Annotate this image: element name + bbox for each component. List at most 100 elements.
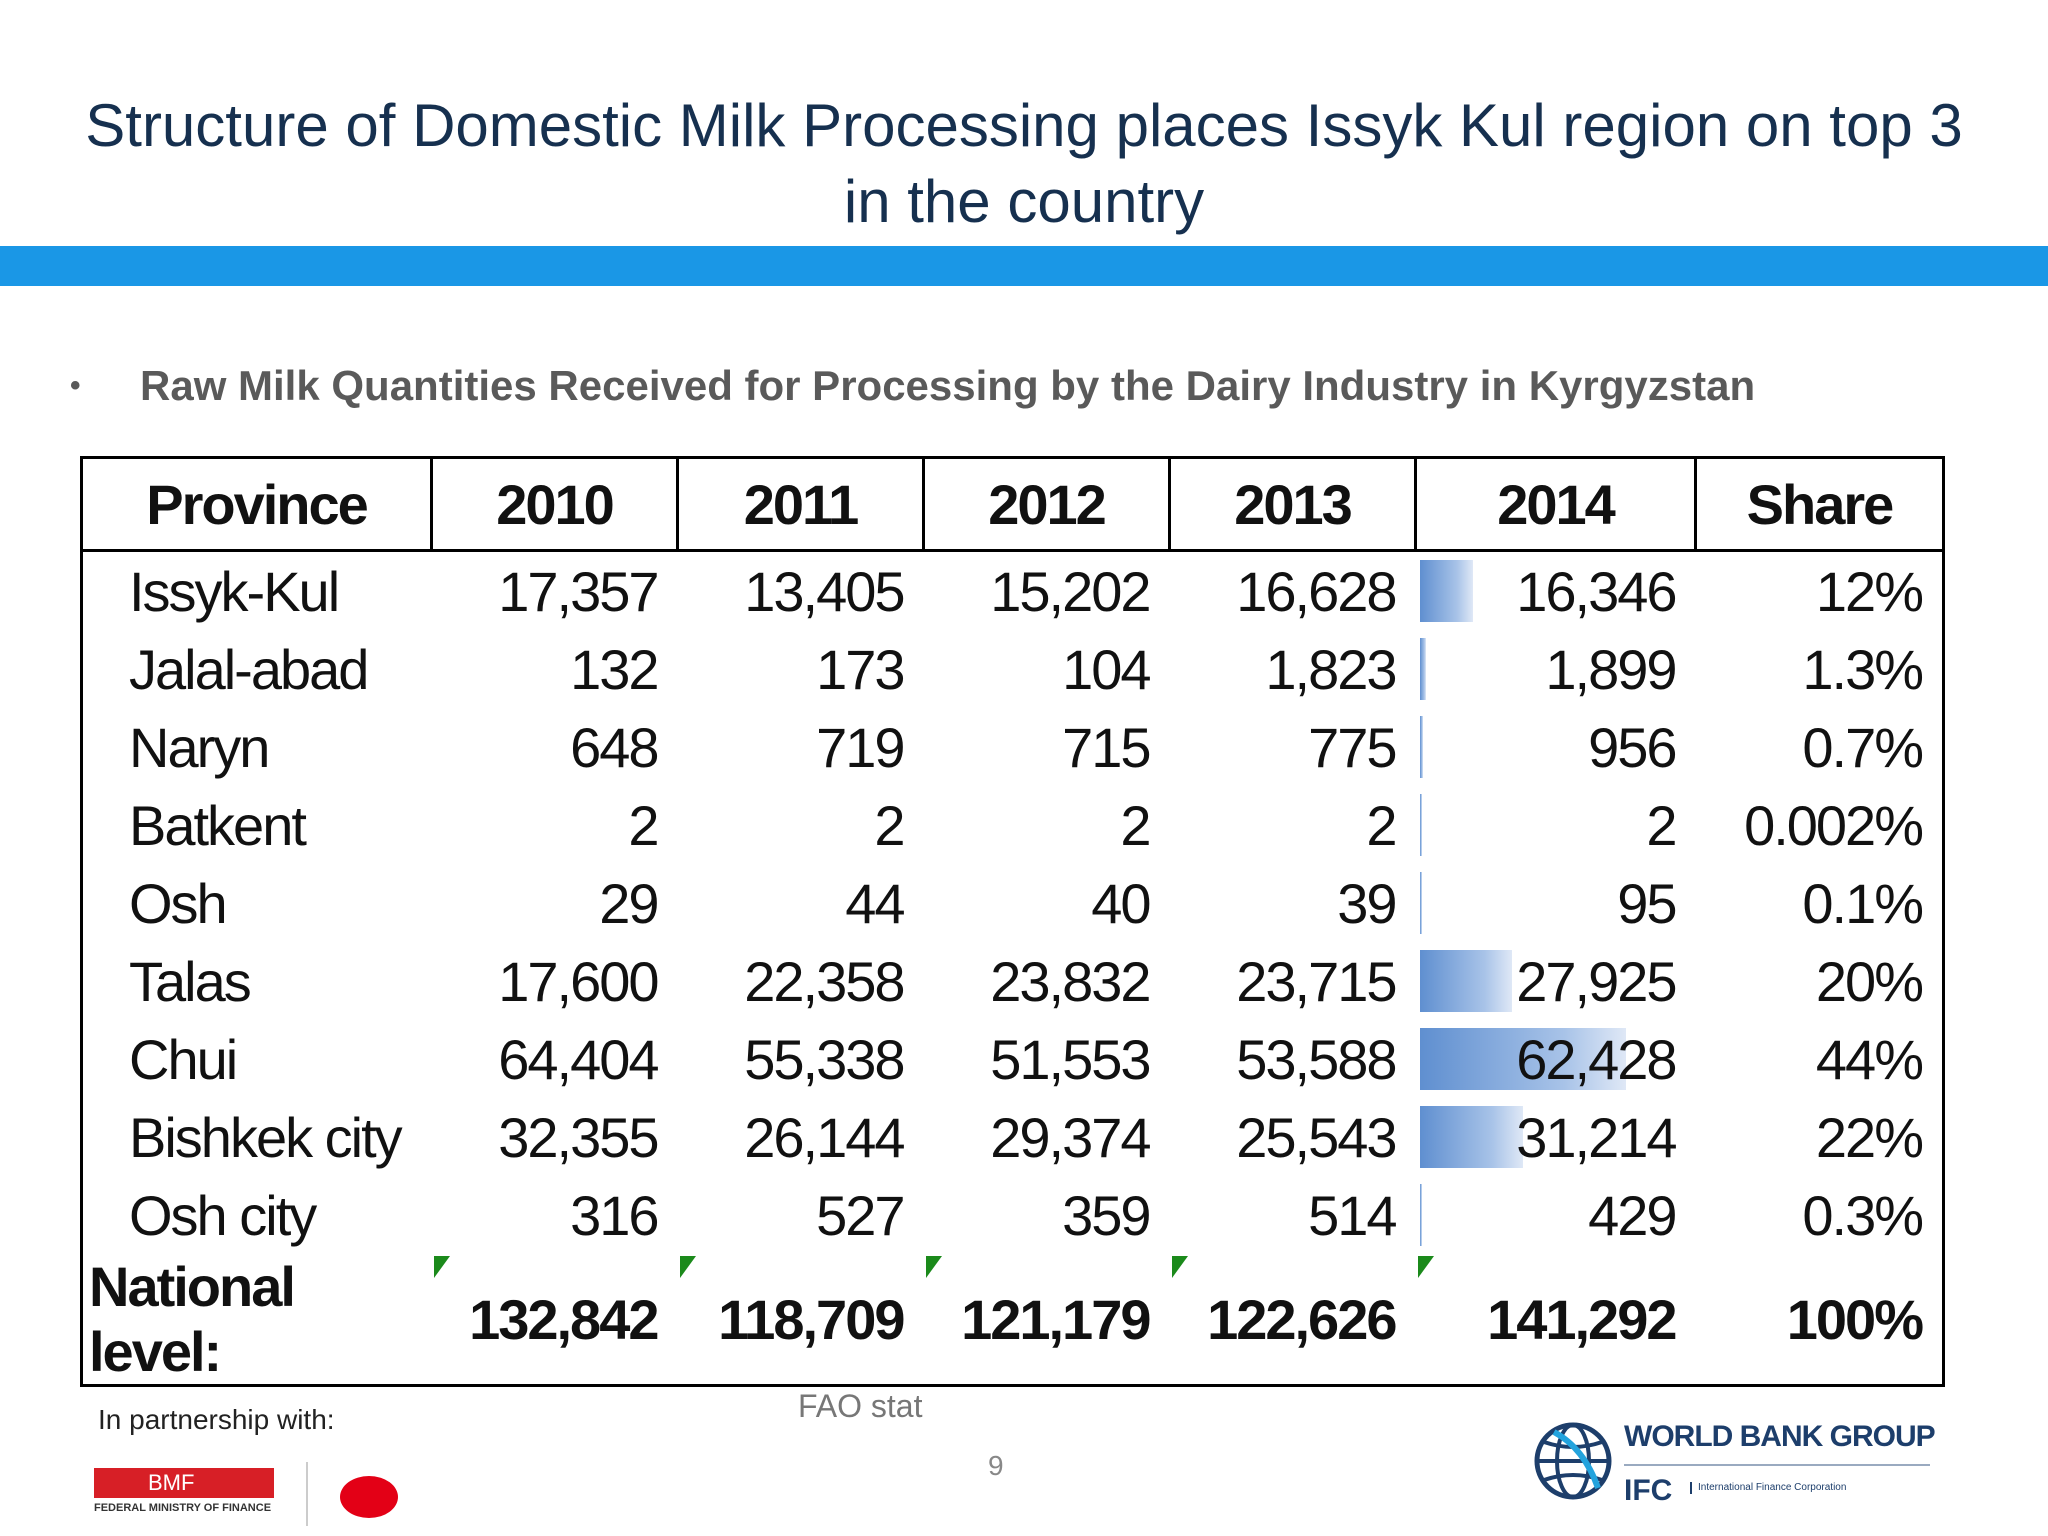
province-cell: Issyk-Kul (129, 559, 340, 623)
value-cell: 316 (570, 1183, 659, 1247)
header-2011: 2011 (676, 456, 925, 552)
total-value-cell: 121,179 (924, 1254, 1170, 1386)
value-cell: 514 (1308, 1183, 1397, 1247)
data-bar (1419, 872, 1422, 934)
total-value-text: 121,179 (961, 1287, 1151, 1351)
header-share: Share (1694, 456, 1945, 552)
total-row: National level: 132,842 118,709 121,179 122,… (82, 1254, 1944, 1386)
value-cell: 40 (1091, 871, 1151, 935)
table-header-row: Province 2010 2011 2012 2013 2014 Share (80, 456, 1945, 552)
value-cell: 2 (1120, 793, 1151, 857)
data-bar (1419, 950, 1512, 1012)
bmf-logo-text: BMF (94, 1468, 274, 1498)
share-cell: 22% (1815, 1105, 1924, 1169)
bullet-icon: • (70, 369, 81, 402)
header-2014: 2014 (1414, 456, 1697, 552)
japan-flag-icon (340, 1476, 398, 1518)
error-flag-icon (925, 1256, 942, 1278)
share-cell: 20% (1815, 949, 1924, 1013)
value-cell: 2 (874, 793, 905, 857)
province-cell: Jalal-abad (129, 637, 369, 701)
total-value-text: 141,292 (1487, 1287, 1677, 1351)
table-row: Jalal-abad 132 173 104 1,823 1,899 1.3% (82, 630, 1944, 708)
total-value-cell: 122,626 (1170, 1254, 1416, 1386)
value-cell: 64,404 (498, 1027, 659, 1091)
table-row: Batkent 2 2 2 2 2 0.002% (82, 786, 1944, 864)
data-bar (1419, 560, 1474, 622)
province-cell: Bishkek city (129, 1105, 403, 1169)
value-cell: 104 (1062, 637, 1151, 701)
error-flag-icon (1417, 1256, 1434, 1278)
error-flag-icon (679, 1256, 696, 1278)
wbg-rule (1624, 1464, 1930, 1466)
header-province: Province (80, 456, 433, 552)
province-cell: Osh (129, 871, 228, 935)
value-cell: 53,588 (1236, 1027, 1397, 1091)
total-value-cell: 118,709 (678, 1254, 924, 1386)
share-cell: 12% (1815, 559, 1924, 623)
subtitle: • Raw Milk Quantities Received for Proce… (70, 362, 1755, 410)
share-cell: 0.002% (1744, 793, 1924, 857)
value-text: 95 (1617, 871, 1677, 935)
table-row: Naryn 648 719 715 775 956 0.7% (82, 708, 1944, 786)
value-cell-2014: 1,899 (1416, 630, 1696, 708)
value-cell: 39 (1337, 871, 1397, 935)
value-text: 429 (1588, 1183, 1677, 1247)
value-cell: 22,358 (744, 949, 905, 1013)
value-cell-2014: 95 (1416, 864, 1696, 942)
value-cell-2014: 31,214 (1416, 1098, 1696, 1176)
table-row: Talas 17,600 22,358 23,832 23,715 27,925 20% (82, 942, 1944, 1020)
total-value-text: 132,842 (469, 1287, 659, 1351)
total-label: National level: (89, 1255, 296, 1383)
value-cell: 13,405 (744, 559, 905, 623)
value-cell: 29 (599, 871, 659, 935)
total-value-cell: 132,842 (432, 1254, 678, 1386)
slide-title: Structure of Domestic Milk Processing pl… (85, 92, 1963, 235)
province-cell: Osh city (129, 1183, 317, 1247)
value-cell: 51,553 (990, 1027, 1151, 1091)
wbg-text: WORLD BANK GROUP (1624, 1420, 1936, 1453)
share-cell: 44% (1815, 1027, 1924, 1091)
value-cell: 359 (1062, 1183, 1151, 1247)
value-text: 31,214 (1516, 1105, 1677, 1169)
value-cell: 2 (1366, 793, 1397, 857)
value-cell: 2 (628, 793, 659, 857)
header-2013: 2013 (1168, 456, 1417, 552)
source-note: FAO stat (798, 1388, 923, 1424)
header-2010: 2010 (430, 456, 679, 552)
value-cell: 16,628 (1236, 559, 1397, 623)
data-bar (1419, 716, 1423, 778)
value-cell-2014: 2 (1416, 786, 1696, 864)
value-cell: 715 (1062, 715, 1151, 779)
value-cell: 32,355 (498, 1105, 659, 1169)
value-text: 16,346 (1516, 559, 1677, 623)
subtitle-text: Raw Milk Quantities Received for Process… (140, 362, 1756, 409)
total-value-text: 122,626 (1207, 1287, 1397, 1351)
page-number: 9 (988, 1450, 1004, 1481)
table-row: Issyk-Kul 17,357 13,405 15,202 16,628 16,346 1… (82, 551, 1944, 631)
logo-separator (306, 1462, 308, 1526)
table-row: Bishkek city 32,355 26,144 29,374 25,543 31,2… (82, 1098, 1944, 1176)
value-cell: 1,823 (1265, 637, 1397, 701)
value-cell: 55,338 (744, 1027, 905, 1091)
value-text: 956 (1588, 715, 1677, 779)
table-row: Chui 64,404 55,338 51,553 53,588 62,428 44% (82, 1020, 1944, 1098)
globe-icon (1534, 1422, 1612, 1500)
province-cell: Talas (129, 949, 252, 1013)
value-cell: 44 (845, 871, 905, 935)
value-cell: 26,144 (744, 1105, 905, 1169)
share-cell: 1.3% (1802, 637, 1924, 701)
value-cell: 15,202 (990, 559, 1151, 623)
data-bar (1419, 794, 1422, 856)
value-cell: 29,374 (990, 1105, 1151, 1169)
ifc-text: IFC (1624, 1474, 1673, 1507)
value-cell-2014: 62,428 (1416, 1020, 1696, 1098)
value-cell: 775 (1308, 715, 1397, 779)
partner-label: In partnership with: (98, 1404, 335, 1435)
value-cell: 17,357 (498, 559, 659, 623)
value-text: 27,925 (1516, 949, 1677, 1013)
value-cell: 719 (816, 715, 905, 779)
value-cell-2014: 16,346 (1416, 551, 1696, 631)
title-divider (0, 246, 2048, 286)
share-cell: 0.3% (1802, 1183, 1924, 1247)
